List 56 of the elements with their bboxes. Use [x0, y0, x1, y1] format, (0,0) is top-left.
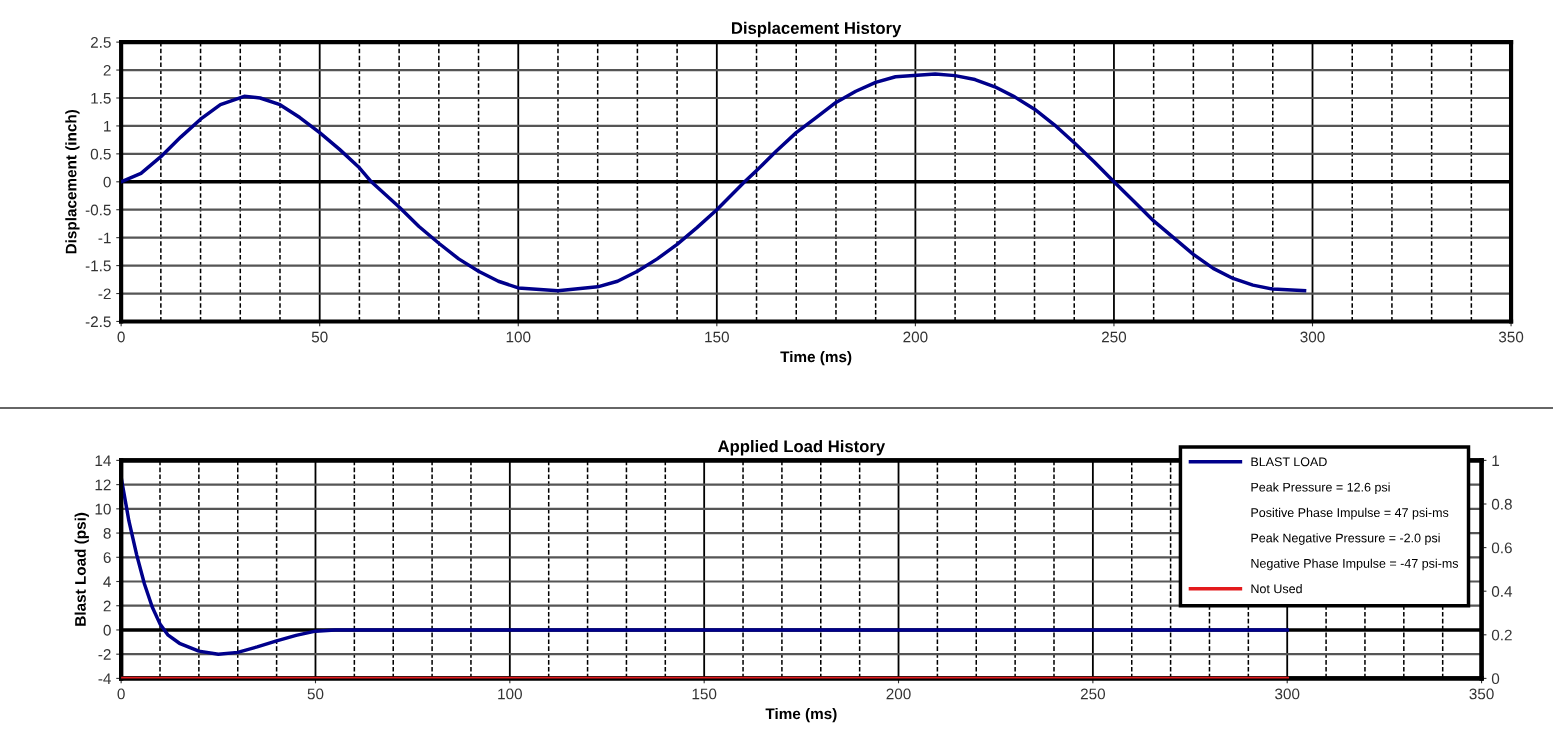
y-tick-label: 2	[103, 600, 111, 612]
x-tick-label: 350	[1498, 331, 1524, 343]
line-series	[121, 72, 1307, 293]
y2-tick-label: 0	[1491, 673, 1500, 685]
x-tick-label: 250	[1080, 688, 1106, 700]
chart-title: Displacement History	[732, 21, 902, 38]
x-tick-label: 200	[886, 688, 911, 700]
y-tick-label: -1.5	[85, 260, 111, 272]
x-tick-label: 50	[311, 331, 328, 343]
y-tick-label: -4	[98, 673, 111, 684]
y-tick-label: -2.5	[85, 316, 111, 328]
x-tick-label: 250	[1101, 331, 1127, 343]
x-tick-label: 100	[506, 331, 531, 343]
annotation: Positive Phase Impulse = 47 psi-ms	[1251, 507, 1449, 520]
chart-title: Applied Load History	[717, 439, 886, 456]
x-tick-label: 300	[1275, 688, 1300, 700]
y-tick-label: 2	[103, 64, 111, 76]
y-tick-label: 1	[104, 120, 111, 132]
y-tick-label: -2	[98, 649, 111, 660]
y-tick-label: 8	[103, 527, 111, 539]
x-tick-label: 50	[307, 688, 324, 700]
y-tick-label: 1.5	[91, 93, 111, 104]
annotation: Peak Negative Pressure = -2.0 psi	[1251, 533, 1440, 545]
y-tick-label: 2.5	[90, 36, 111, 48]
y-tick-label: -1	[98, 232, 111, 244]
y-tick-label: 12	[95, 479, 111, 491]
x-tick-label: 300	[1300, 331, 1325, 343]
legend-label: BLAST LOAD	[1251, 457, 1327, 467]
x-tick-label: 0	[117, 331, 125, 343]
x-tick-label: 100	[498, 688, 522, 700]
x-axis-title: Time (ms)	[780, 350, 852, 366]
x-tick-label: 0	[117, 688, 125, 700]
y2-tick-label: 0.8	[1491, 498, 1512, 510]
y2-tick-label: 0.4	[1491, 586, 1513, 597]
y-tick-label: 4	[103, 576, 111, 588]
y2-tick-label: 0.2	[1491, 629, 1512, 641]
y-axis-title: Displacement (inch)	[65, 109, 80, 254]
y-tick-label: 0	[103, 624, 111, 636]
y-tick-label: 10	[95, 503, 111, 515]
y-tick-label: 0	[103, 176, 111, 188]
y-tick-label: -0.5	[85, 204, 111, 216]
x-tick-label: 350	[1469, 688, 1494, 700]
x-tick-label: 200	[903, 331, 928, 343]
y-tick-label: 6	[103, 552, 111, 563]
annotation: Peak Pressure = 12.6 psi	[1251, 482, 1390, 495]
y-tick-label: 14	[95, 455, 111, 466]
x-axis-title: Time (ms)	[765, 707, 837, 723]
y-tick-label: -2	[98, 288, 111, 300]
x-tick-label: 150	[692, 688, 717, 700]
legend-label: Not Used	[1251, 584, 1302, 594]
y-axis-title: Blast Load (psi)	[74, 512, 89, 626]
x-tick-label: 150	[705, 331, 729, 343]
y2-tick-label: 1	[1492, 455, 1500, 466]
y2-tick-label: 0.6	[1491, 542, 1512, 554]
annotation: Negative Phase Impulse = -47 psi-ms	[1251, 558, 1459, 571]
y-tick-label: 0.5	[90, 148, 111, 160]
